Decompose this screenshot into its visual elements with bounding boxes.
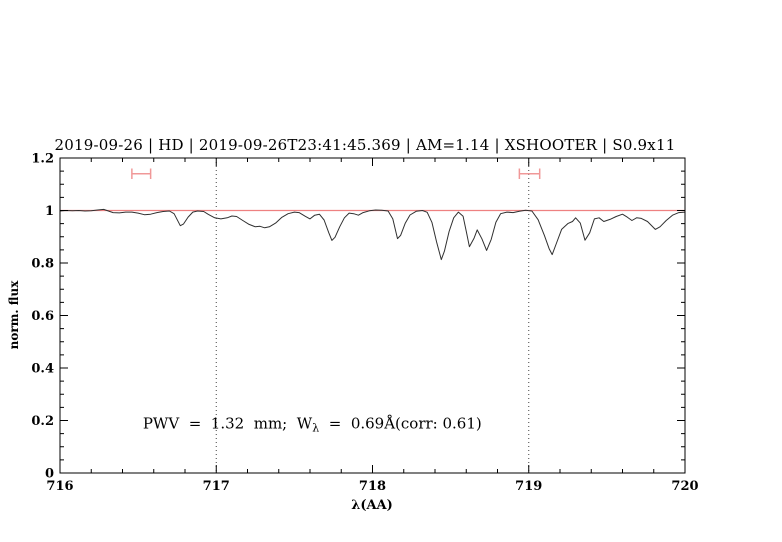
y-tick-label: 0.6 (31, 309, 54, 324)
y-axis-label: norm. flux (7, 280, 21, 350)
error-bar-layer (131, 168, 541, 179)
error-bar (131, 168, 152, 179)
x-tick-label: 717 (203, 479, 230, 494)
y-tick-label: 0 (45, 467, 54, 482)
error-bar (518, 168, 541, 179)
tick-labels-layer: 716 717 718 719 720 0 0.2 0.4 0.6 0.8 1 1.2 (31, 152, 698, 495)
pwv-annotation-suffix: = 0.69Å(corr: 0.61) (319, 414, 482, 432)
pwv-annotation-prefix: PWV = 1.32 mm; W (143, 414, 313, 432)
pwv-annotation-subscript: λ (312, 421, 319, 434)
pwv-annotation: PWV = 1.32 mm; Wλ = 0.69Å(corr: 0.61) (143, 414, 482, 434)
y-tick-label: 0.2 (31, 414, 54, 429)
x-tick-label: 716 (46, 479, 73, 494)
x-axis-label: λ(AA) (351, 498, 393, 513)
spectrum-line-layer (59, 208, 686, 261)
y-tick-label: 1 (45, 204, 54, 219)
x-tick-label: 718 (359, 479, 386, 494)
spectrum-line (59, 208, 686, 261)
y-tick-label: 0.8 (31, 257, 54, 272)
y-tick-label: 0.4 (31, 362, 54, 377)
x-tick-label: 719 (515, 479, 542, 494)
x-tick-label: 720 (671, 479, 698, 494)
axis-ticks-layer (59, 157, 686, 474)
chart-title: 2019-09-26 | HD | 2019-09-26T23:41:45.36… (55, 136, 676, 154)
y-tick-label: 1.2 (31, 152, 54, 167)
plot-frame (59, 157, 686, 474)
